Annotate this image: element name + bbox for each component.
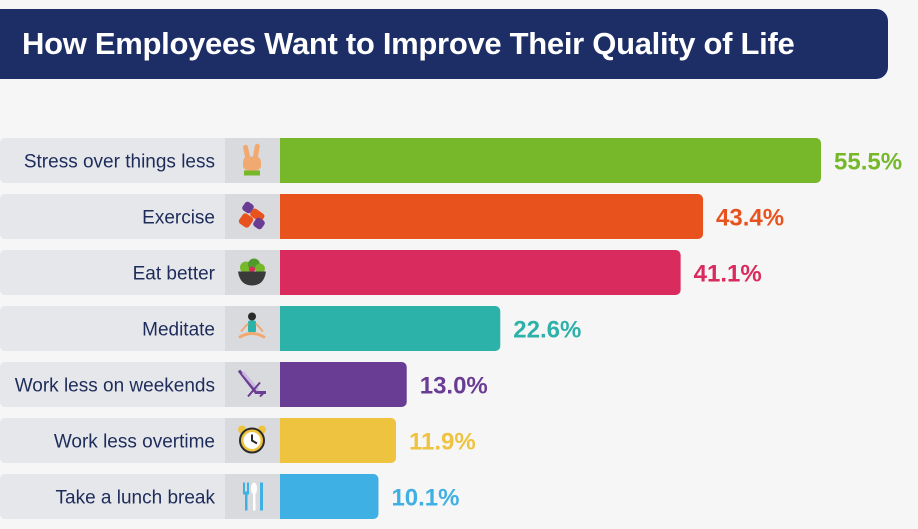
bar (280, 306, 501, 351)
value-label: 55.5% (834, 149, 902, 176)
bar (280, 418, 396, 463)
alarm-clock-icon (238, 425, 266, 454)
category-label: Meditate (142, 320, 215, 341)
bar-edge (280, 250, 288, 295)
title-banner: How Employees Want to Improve Their Qual… (0, 9, 888, 79)
category-label: Exercise (142, 208, 215, 229)
bar (280, 474, 379, 519)
beach-chair-icon (237, 369, 266, 398)
value-label: 10.1% (391, 485, 459, 512)
bar (280, 250, 681, 295)
bar-edge (280, 306, 288, 351)
category-label: Work less overtime (54, 432, 215, 453)
salad-bowl-icon (238, 258, 266, 286)
category-label: Work less on weekends (15, 376, 215, 397)
bar-edge (280, 194, 288, 239)
bar-edge (280, 418, 288, 463)
cutlery-icon (243, 482, 263, 511)
bar-edge (280, 138, 288, 183)
bar-row: Take a lunch break 10.1% (0, 474, 460, 519)
bar-row: Work less on weekends 13.0% (0, 362, 488, 407)
peace-hand-icon (243, 143, 261, 176)
value-label: 41.1% (694, 261, 762, 288)
bar-row: Meditate 22.6% (0, 306, 581, 351)
bar (280, 138, 821, 183)
icon-cell (225, 474, 280, 519)
meditation-icon (238, 312, 266, 339)
bar (280, 194, 704, 239)
category-label: Stress over things less (24, 152, 215, 173)
bar-row: Stress over things less 55.5% (0, 138, 902, 183)
bar (280, 362, 407, 407)
dumbbell-icon (238, 201, 265, 230)
bar-edge (280, 474, 288, 519)
chart-title: How Employees Want to Improve Their Qual… (22, 26, 795, 61)
bar-edge (280, 362, 288, 407)
category-label: Eat better (133, 264, 216, 285)
category-label: Take a lunch break (56, 488, 216, 509)
value-label: 13.0% (420, 373, 488, 400)
value-label: 43.4% (716, 205, 784, 232)
value-label: 22.6% (513, 317, 581, 344)
bar-row: Work less overtime 11.9% (0, 418, 476, 463)
bar-row: Eat better 41.1% (0, 250, 762, 295)
bar-row: Exercise 43.4% (0, 194, 784, 239)
value-label: 11.9% (409, 429, 476, 456)
